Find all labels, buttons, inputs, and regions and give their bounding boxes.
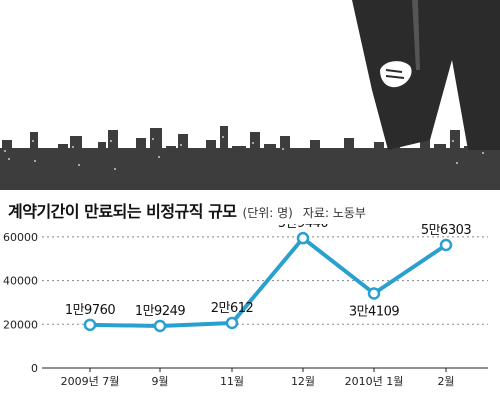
data-label: 1만9760: [65, 303, 116, 318]
city-skyline-icon: [0, 126, 500, 190]
x-tick-label: 2월: [437, 375, 454, 388]
data-labels: 1만9760 1만9249 2만612 5만9440 3만4109 5만6303: [65, 224, 472, 319]
x-tick-label: 11월: [220, 375, 244, 388]
x-axis-ticks: 2009년 7월 9월 11월 12월 2010년 1월 2월: [61, 368, 455, 388]
title-row: 계약기간이 만료되는 비정규직 규모 (단위: 명) 자료: 노동부: [8, 198, 492, 222]
line-chart: 0 20000 40000 60000 2009년 7월 9월 11월 12월 2010년 1…: [3, 224, 488, 388]
chart-title: 계약기간이 만료되는 비정규직 규모: [8, 202, 237, 221]
chart-grid: [42, 236, 488, 369]
data-point: [439, 238, 453, 252]
y-axis-ticks: 0 20000 40000 60000: [3, 231, 38, 375]
data-point: [367, 287, 381, 300]
y-tick-label: 40000: [3, 275, 38, 288]
chart-unit: (단위: 명): [242, 206, 293, 220]
y-tick-label: 60000: [3, 231, 38, 244]
data-point: [83, 318, 97, 332]
header-illustration: [0, 0, 500, 190]
data-point: [225, 316, 239, 330]
chart-source: 자료: 노동부: [302, 206, 366, 220]
data-label: 3만4109: [349, 304, 400, 319]
x-tick-label: 2009년 7월: [61, 375, 120, 388]
data-label: 5만6303: [421, 224, 472, 238]
data-label: 1만9249: [135, 304, 186, 319]
data-point: [296, 231, 310, 245]
x-tick-label: 9월: [151, 375, 168, 388]
businessman-silhouette-icon: [352, 0, 500, 150]
chart-series: [83, 231, 453, 333]
data-label: 2만612: [211, 301, 254, 316]
x-tick-label: 12월: [291, 375, 315, 388]
data-label: 5만9440: [278, 224, 329, 231]
series-line: [89, 236, 448, 328]
data-point: [153, 319, 167, 333]
y-tick-label: 20000: [3, 318, 38, 331]
y-tick-label: 0: [31, 362, 38, 375]
x-tick-label: 2010년 1월: [345, 375, 404, 388]
